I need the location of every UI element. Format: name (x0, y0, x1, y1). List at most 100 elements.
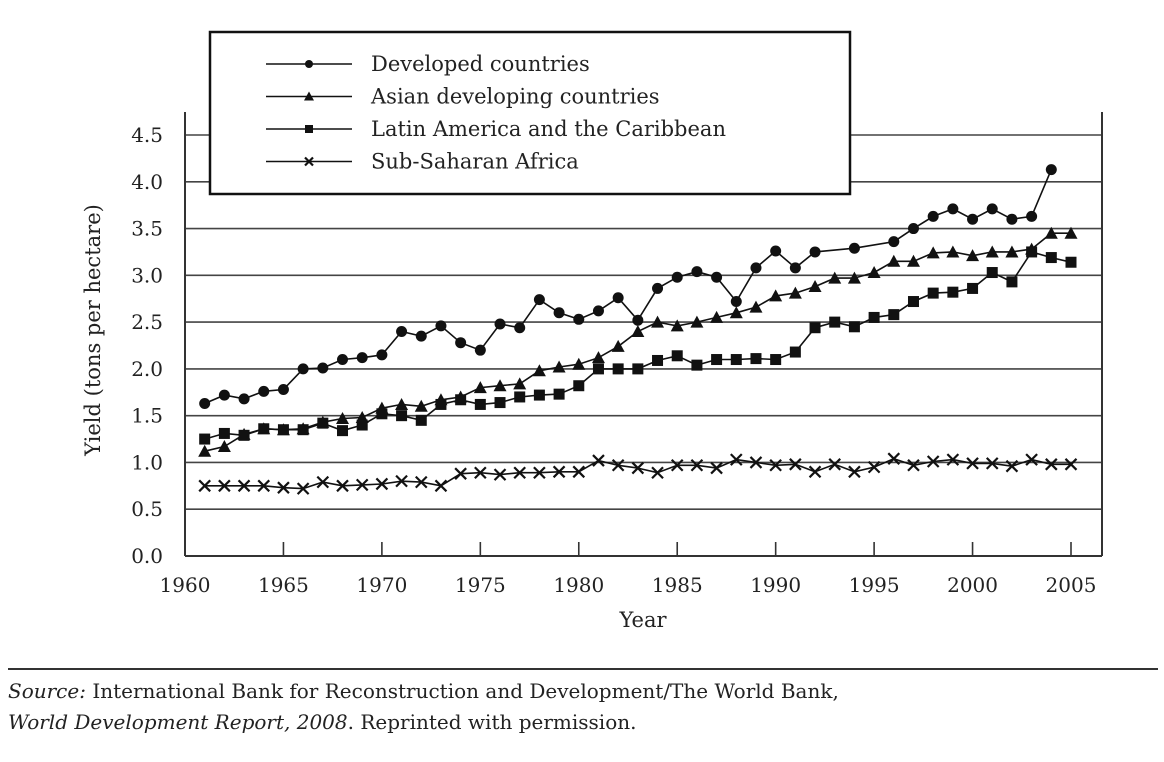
marker-triangle (985, 245, 999, 258)
marker-circle (967, 213, 979, 225)
marker-triangle (788, 286, 802, 299)
marker-triangle (552, 360, 566, 373)
legend: Developed countries Asian developing coun… (208, 30, 852, 196)
marker-x-stroke (1005, 459, 1019, 473)
legend-label: Latin America and the Caribbean (371, 117, 726, 141)
marker-x (867, 460, 881, 474)
marker-square (711, 354, 723, 366)
marker-square (514, 391, 526, 403)
marker-circle (592, 305, 604, 317)
marker-x (296, 482, 310, 495)
marker-x-stroke (690, 458, 704, 472)
marker-circle (848, 242, 860, 254)
marker-x-stroke (769, 458, 782, 472)
marker-x (474, 466, 487, 480)
marker-circle (1006, 213, 1018, 225)
marker-x (690, 458, 704, 472)
marker-x-stroke (1025, 453, 1038, 466)
marker-x (887, 452, 901, 465)
marker-square (533, 389, 545, 401)
marker-triangle (926, 246, 940, 259)
marker-x-stroke (1064, 458, 1078, 471)
marker-triangle (808, 280, 822, 293)
marker-circle (514, 322, 526, 334)
marker-x (572, 465, 586, 479)
marker-x-stroke (304, 156, 314, 167)
marker-x-stroke (749, 456, 763, 469)
marker-square (277, 424, 289, 436)
series-sub-saharan-africa (198, 452, 1078, 495)
marker-x-stroke (907, 458, 920, 472)
marker-square (199, 433, 211, 445)
marker-x (907, 458, 920, 472)
marker-square (927, 287, 939, 299)
marker-triangle (1044, 226, 1058, 239)
marker-x-stroke (257, 479, 271, 493)
x-tick-label: 1990 (750, 573, 801, 597)
marker-square (356, 419, 368, 431)
marker-x (651, 466, 664, 480)
marker-circle (1045, 164, 1057, 176)
marker-triangle (946, 245, 960, 258)
marker-x-stroke (710, 461, 723, 475)
marker-x (828, 458, 842, 471)
marker-x (375, 477, 389, 491)
marker-x-stroke (966, 457, 979, 470)
marker-x-stroke (552, 465, 566, 479)
marker-circle (691, 266, 703, 278)
marker-square (632, 363, 644, 375)
marker-square (986, 267, 998, 279)
source-label: Source: (8, 679, 86, 703)
marker-triangle (217, 440, 231, 453)
marker-square (770, 354, 782, 366)
y-tick-label: 2.5 (131, 310, 163, 334)
marker-square (1026, 246, 1038, 258)
marker-circle (573, 313, 585, 325)
marker-square (1065, 256, 1077, 268)
marker-circle (770, 245, 782, 257)
y-tick-label: 4.5 (131, 123, 163, 147)
marker-square (1045, 252, 1057, 264)
marker-square (612, 363, 624, 375)
x-tick-label: 1985 (652, 573, 703, 597)
x-tick-label: 1970 (356, 573, 407, 597)
marker-x (237, 479, 251, 493)
marker-triangle (395, 397, 409, 410)
x-tick-label: 2000 (947, 573, 998, 597)
marker-circle (494, 318, 506, 330)
marker-x-stroke (946, 453, 960, 466)
legend-item: Developed countries (266, 52, 590, 76)
marker-square (553, 388, 565, 400)
marker-square (218, 427, 230, 439)
marker-square (888, 309, 900, 321)
marker-circle (652, 282, 664, 294)
y-tick-label: 0.5 (131, 497, 163, 521)
y-tick-label: 1.0 (131, 450, 163, 474)
marker-circle (711, 271, 723, 283)
marker-x (1005, 459, 1019, 473)
marker-square (376, 408, 388, 420)
marker-x-stroke (218, 479, 231, 493)
yield-chart: 0.0 0.5 1.0 1.5 2.0 2.5 3.0 3.5 4.0 4.5 1960 1965 19… (81, 30, 1103, 632)
marker-x (395, 474, 408, 488)
x-tick-label: 1980 (553, 573, 604, 597)
x-axis-title: Year (618, 608, 667, 632)
marker-x (355, 478, 369, 492)
marker-x-stroke (730, 453, 743, 466)
marker-square (829, 316, 841, 328)
marker-square (474, 398, 486, 410)
marker-x (592, 454, 605, 467)
y-tick-label: 4.0 (131, 170, 163, 194)
marker-triangle (828, 271, 842, 284)
marker-circle (986, 203, 998, 215)
marker-square (297, 424, 309, 436)
marker-square (789, 346, 801, 358)
marker-triangle (304, 91, 314, 101)
marker-x (710, 461, 723, 475)
x-tick-label: 1995 (849, 573, 900, 597)
marker-triangle (532, 364, 546, 377)
marker-x-stroke (651, 466, 664, 480)
marker-x-stroke (887, 452, 901, 465)
marker-circle (317, 362, 329, 374)
marker-circle (415, 330, 427, 342)
